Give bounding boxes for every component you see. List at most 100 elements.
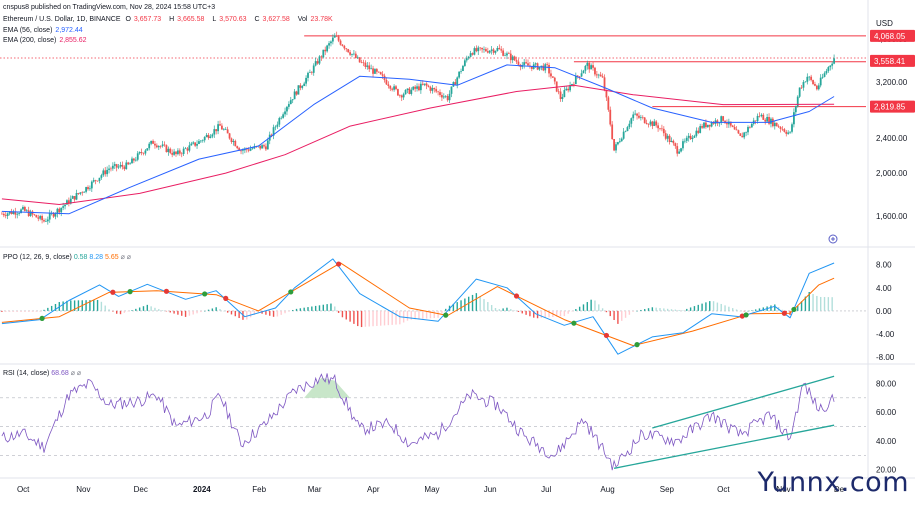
add-marker-icon[interactable] [828, 234, 838, 244]
ppo-histogram-bar [119, 310, 122, 315]
candle-body [201, 140, 204, 141]
candle-body [517, 61, 520, 65]
candle-body [12, 211, 15, 214]
candle-body [6, 213, 9, 217]
candle-body [163, 144, 166, 146]
candle-body [789, 131, 791, 133]
candle-body [708, 124, 711, 127]
ppo-histogram-bar [548, 310, 550, 318]
ppo-histogram-bar [108, 309, 110, 311]
ppo-histogram-bar [272, 310, 275, 317]
rsi-legend[interactable]: RSI (14, close) 68.68 ⌀ ⌀ [3, 370, 82, 377]
candle-body [108, 168, 110, 170]
candle-body [500, 49, 503, 51]
candle-body [73, 196, 76, 200]
candle-body [144, 150, 147, 154]
ppo-histogram-bar [735, 309, 738, 311]
ppo-histogram-bar [605, 310, 608, 313]
ppo-histogram-bar [781, 309, 784, 311]
candle-body [184, 148, 187, 150]
ppo-histogram-bar [624, 310, 627, 318]
ppo-histogram-bar [797, 305, 799, 311]
ppo-histogram-bar [146, 304, 149, 311]
candle-body [496, 47, 499, 51]
ppo-histogram-bar [655, 307, 657, 311]
ppo-histogram-bar [751, 310, 753, 311]
ppo-histogram-bar [540, 310, 543, 318]
candle-body [756, 115, 759, 122]
candle-body [343, 45, 346, 49]
ohlc-open: O 3,657.73 [125, 16, 162, 23]
candle-body [735, 129, 738, 131]
candle-body [651, 121, 654, 127]
ppo-histogram-bar [643, 309, 646, 311]
ppo-histogram-bar [510, 309, 512, 311]
candle-body [180, 153, 183, 155]
ppo-histogram-bar [819, 296, 822, 311]
ppo-histogram-bar [104, 305, 106, 311]
candle-body [827, 67, 830, 71]
candle-body [578, 76, 581, 77]
rsi-overbought-fill [304, 377, 351, 398]
candle-body [123, 166, 126, 170]
candle-body [48, 213, 51, 220]
ppo-histogram-bar [762, 307, 765, 311]
candle-body [316, 61, 319, 64]
ppo-histogram-bar [1, 310, 3, 312]
candle-body [18, 213, 21, 214]
candle-body [301, 85, 304, 88]
candle-body [618, 141, 621, 143]
ppo-histogram-bar [123, 310, 126, 313]
candle-body [67, 200, 70, 204]
ppo-histogram-bar [701, 303, 703, 311]
candle-body [538, 66, 541, 70]
candle-body [366, 65, 369, 67]
candle-body [328, 43, 330, 46]
candle-body [96, 180, 99, 182]
ppo-cross-dot [163, 288, 170, 294]
candle-body [60, 207, 63, 213]
candle-body [683, 140, 686, 142]
candle-body [573, 84, 575, 85]
ppo-histogram-bar [161, 310, 164, 311]
ppo-histogram-bar [399, 310, 401, 325]
candle-body [356, 57, 359, 59]
time-tick-label: Mar [308, 485, 322, 494]
candle-body [806, 76, 809, 82]
candle-body [374, 69, 376, 74]
candle-body [817, 85, 820, 90]
candle-body [597, 74, 600, 76]
candle-body [507, 53, 510, 54]
rsi-tick-label: 80.00 [876, 379, 897, 388]
candle-body [341, 44, 344, 46]
candle-body [310, 72, 313, 73]
candle-body [263, 145, 265, 147]
candle-body [502, 50, 505, 56]
ppo-histogram-bar [812, 293, 814, 311]
candle-body [481, 47, 483, 50]
candle-body [337, 36, 340, 41]
candle-body [54, 213, 57, 217]
candle-body [133, 158, 135, 161]
ppo-legend[interactable]: PPO (12, 26, 9, close) 0.58 8.28 5.65 ⌀ … [3, 254, 131, 261]
ppo-histogram-bar [483, 299, 485, 311]
candle-body [504, 55, 506, 57]
candle-body [372, 68, 374, 74]
candle-body [555, 81, 558, 92]
candle-body [486, 51, 489, 53]
ema56-legend[interactable]: EMA (56, close) 2,972.44 [3, 27, 83, 34]
candle-body [603, 77, 606, 91]
candle-body [716, 120, 719, 124]
candle-body [563, 90, 566, 98]
candle-body [705, 122, 707, 128]
ppo-histogram-bar [203, 310, 206, 312]
candle-body [821, 76, 824, 78]
candle-body [467, 56, 470, 59]
candle-body [768, 116, 770, 124]
candle-body [661, 128, 663, 130]
ppo-histogram-bar [31, 310, 34, 312]
candle-body [785, 131, 788, 134]
candle-body [52, 213, 55, 217]
candle-body [527, 63, 529, 66]
ema200-legend[interactable]: EMA (200, close) 2,855.62 [3, 37, 87, 44]
